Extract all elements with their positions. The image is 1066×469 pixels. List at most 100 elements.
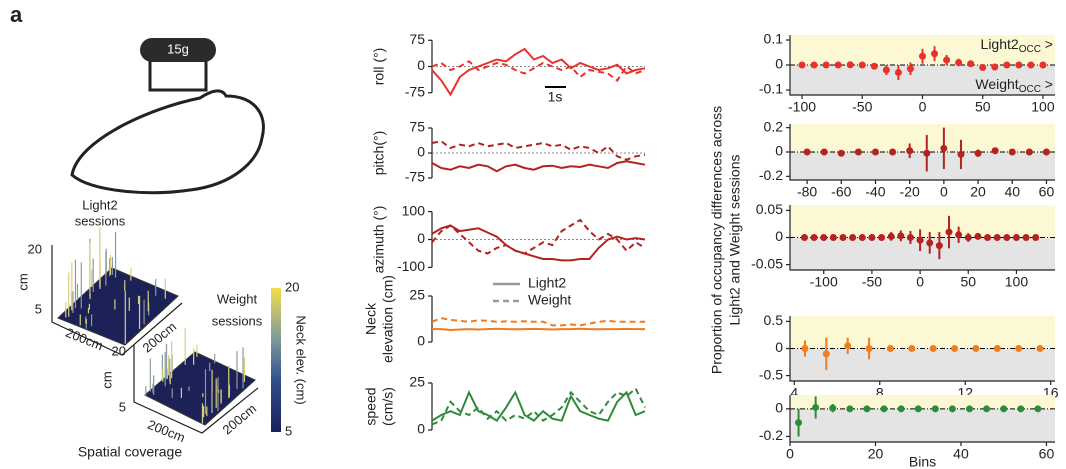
x-tick-label: 50	[960, 274, 976, 290]
y-tick-label: -0.2	[759, 427, 783, 443]
axes	[789, 205, 1055, 271]
point	[803, 148, 811, 156]
point	[846, 61, 854, 69]
y-label: azimuth (°)	[371, 206, 387, 274]
colorbar	[271, 288, 281, 432]
negative-bg	[790, 408, 1055, 442]
series-line	[431, 160, 646, 173]
point	[882, 66, 890, 74]
point	[854, 148, 862, 156]
y-tick-label: -0.05	[751, 255, 783, 271]
series-line	[431, 60, 646, 82]
point	[871, 148, 879, 156]
session-label: sessions	[75, 213, 126, 228]
point	[897, 232, 905, 240]
z-tick-label: 5	[35, 301, 42, 316]
point	[1042, 148, 1050, 156]
point	[943, 56, 951, 64]
x-tick-label: 20	[868, 446, 884, 462]
point	[964, 234, 972, 241]
point	[858, 234, 866, 241]
y-tick-label: 0	[417, 144, 425, 160]
scale-bar-label: 1s	[548, 89, 563, 105]
spatial-coverage	[51, 227, 259, 434]
weight	[140, 38, 216, 62]
series-line	[431, 387, 646, 426]
point	[849, 234, 857, 241]
point	[1003, 61, 1011, 69]
point	[1000, 405, 1008, 413]
series-line	[431, 317, 645, 327]
point	[974, 149, 982, 157]
surface-axes	[133, 345, 259, 434]
point	[858, 61, 866, 69]
y-tick-label: 100	[402, 202, 426, 218]
annotation-part: OCC	[1019, 84, 1041, 95]
axes	[789, 35, 1055, 96]
x-tick-label: -20	[900, 184, 920, 200]
point	[916, 236, 924, 244]
x-tick-label: 8	[876, 385, 884, 401]
x-tick-label: -60	[831, 184, 851, 200]
point	[931, 405, 939, 413]
x-tick-label: 60	[1039, 446, 1055, 462]
point	[837, 149, 845, 157]
x-tick-label: -50	[862, 274, 882, 290]
positive-bg	[790, 316, 1055, 349]
y-tick-label: 75	[409, 119, 425, 135]
point	[820, 234, 828, 241]
point	[1015, 61, 1023, 69]
y-tick-label: 0	[417, 421, 425, 437]
point	[966, 405, 974, 413]
annotation-part: Light2	[981, 36, 1019, 52]
point	[929, 345, 937, 352]
x-tick-label: -100	[788, 99, 816, 115]
positive-bg	[790, 205, 1055, 238]
point	[957, 150, 965, 158]
y-tick-label: 0	[417, 230, 425, 246]
y-tick-label: -0.1	[759, 81, 783, 97]
surface-axes	[51, 245, 183, 356]
y-tick-label: 0	[775, 143, 783, 159]
point	[844, 342, 852, 350]
negative-bg	[790, 237, 1055, 270]
point	[820, 148, 828, 156]
annotation-part: OCC	[1019, 44, 1041, 55]
surface-floor	[57, 267, 179, 346]
x-tick-label: 60	[1039, 184, 1055, 200]
shared-y-label: Proportion of occupancy differences acro…	[709, 106, 725, 374]
point	[931, 50, 939, 58]
point	[906, 234, 914, 241]
point	[1032, 234, 1040, 241]
y-tick-label: -100	[397, 258, 425, 274]
point	[1003, 234, 1011, 241]
y-tick-label: 0.1	[764, 31, 784, 47]
y-tick-label: 25	[409, 374, 425, 390]
point	[951, 345, 959, 352]
point	[868, 234, 876, 241]
point	[979, 64, 987, 71]
series-line	[431, 140, 646, 161]
axes	[789, 124, 1055, 181]
y-tick-label: 0	[417, 57, 425, 73]
point	[967, 60, 975, 68]
point	[955, 59, 963, 66]
point	[829, 404, 837, 412]
x-tick-label: -100	[810, 274, 838, 290]
point	[897, 405, 905, 413]
point	[878, 234, 886, 241]
series-line	[431, 218, 646, 255]
session-label: Light2	[82, 197, 117, 212]
axes	[789, 316, 1055, 382]
spatial-title: Spatial coverage	[78, 444, 183, 460]
point	[829, 234, 837, 241]
colorbar-label: Neck elev. (cm)	[294, 315, 309, 404]
x-tick-label: 0	[940, 184, 948, 200]
point	[1034, 405, 1042, 413]
point	[993, 345, 1001, 352]
x-tick-label: 20	[970, 184, 986, 200]
point	[919, 52, 926, 60]
x-tick-label: 40	[953, 446, 969, 462]
point	[810, 234, 818, 241]
point	[1022, 234, 1030, 241]
